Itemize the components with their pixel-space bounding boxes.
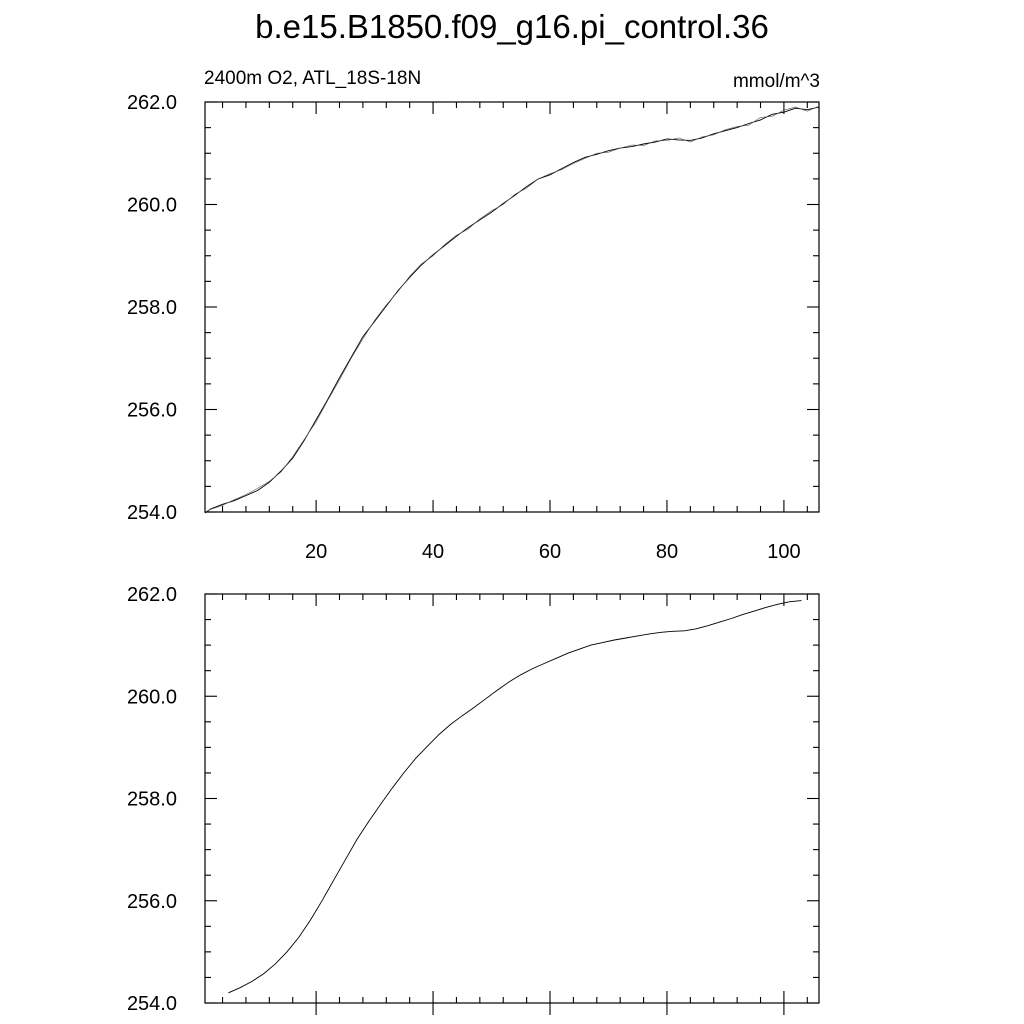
bottom-series-line-1 xyxy=(228,600,802,994)
top-x-tick-label: 60 xyxy=(539,541,561,563)
top-x-tick-label: 20 xyxy=(305,541,327,563)
top-y-tick-label: 258.0 xyxy=(127,297,177,319)
top-y-tick-label: 260.0 xyxy=(127,195,177,217)
bottom-y-tick-label: 260.0 xyxy=(127,686,177,708)
top-x-tick-label: 40 xyxy=(422,541,444,563)
top-panel: 20 40 60 80 100 254.0 256.0 258.0 260.0 262.0 xyxy=(127,92,820,563)
top-y-tick-label: 256.0 xyxy=(127,400,177,422)
top-x-tick-label: 100 xyxy=(767,541,800,563)
top-y-tick-label: 254.0 xyxy=(127,502,177,524)
bottom-y-tick-label: 256.0 xyxy=(127,891,177,913)
top-y-tick-label: 262.0 xyxy=(127,92,177,114)
top-panel-units-label: mmol/m^3 xyxy=(733,71,820,92)
bottom-y-tick-label: 254.0 xyxy=(127,993,177,1015)
top-x-tick-label: 80 xyxy=(656,541,678,563)
bottom-panel: 254.0 256.0 258.0 260.0 262.0 xyxy=(127,584,820,1015)
top-panel-variable-label: 2400m O2, ATL_18S-18N xyxy=(204,68,421,89)
bottom-y-tick-label: 262.0 xyxy=(127,584,177,606)
bottom-y-tick-label: 258.0 xyxy=(127,789,177,811)
chart-title: b.e15.B1850.f09_g16.pi_control.36 xyxy=(255,8,769,45)
bottom-plot-frame xyxy=(204,593,820,1004)
top-series-line-2 xyxy=(204,105,820,513)
top-series-line-1 xyxy=(204,106,820,514)
